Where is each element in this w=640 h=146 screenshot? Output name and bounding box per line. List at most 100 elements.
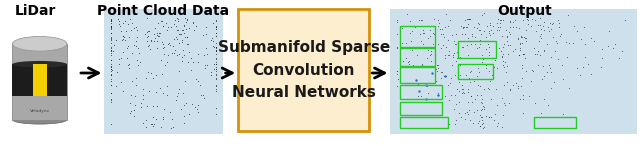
Point (106, 54, 116, 56)
Point (396, 26, 406, 29)
Point (392, 85, 402, 87)
Point (524, 94, 534, 97)
Point (211, 26, 221, 28)
Point (211, 49, 221, 52)
Point (175, 33, 185, 35)
Point (484, 80, 495, 82)
Point (162, 85, 172, 87)
Point (193, 104, 204, 107)
Point (142, 36, 152, 38)
Point (209, 63, 219, 65)
Point (158, 118, 168, 120)
Point (456, 25, 467, 27)
Point (486, 98, 496, 100)
Point (502, 36, 513, 39)
Point (407, 49, 417, 52)
Point (433, 92, 443, 94)
Point (473, 122, 483, 124)
Point (509, 19, 520, 21)
Point (437, 93, 447, 96)
Point (157, 42, 168, 45)
Point (477, 61, 488, 63)
Point (211, 31, 221, 34)
Point (413, 83, 424, 86)
Point (536, 112, 546, 115)
Point (111, 71, 122, 73)
Point (133, 47, 143, 49)
Point (453, 101, 463, 104)
Point (493, 28, 504, 31)
Point (502, 81, 512, 84)
Point (543, 29, 554, 32)
Point (501, 71, 511, 73)
Point (477, 102, 487, 104)
Point (530, 101, 540, 104)
Point (543, 104, 553, 107)
Point (146, 123, 156, 125)
Point (114, 57, 124, 60)
Point (527, 69, 537, 71)
Point (498, 52, 508, 55)
Point (157, 19, 168, 22)
Point (472, 26, 482, 29)
Point (474, 23, 484, 25)
Point (193, 111, 203, 113)
Point (487, 74, 497, 77)
Point (563, 14, 573, 16)
Point (158, 47, 168, 49)
Point (411, 79, 421, 81)
Point (417, 65, 428, 67)
Point (125, 93, 136, 96)
Point (150, 37, 161, 39)
Point (458, 92, 468, 94)
Point (130, 104, 140, 106)
Point (431, 80, 442, 82)
Bar (458, 64, 493, 79)
Point (123, 64, 133, 66)
Point (513, 27, 524, 29)
Point (476, 85, 486, 87)
Point (418, 43, 428, 46)
Point (508, 50, 518, 53)
Point (450, 74, 460, 77)
Point (500, 29, 511, 32)
Point (446, 77, 456, 79)
Point (534, 40, 545, 43)
Point (159, 45, 170, 48)
Point (463, 91, 474, 94)
Point (475, 39, 485, 42)
Point (164, 44, 175, 47)
Point (492, 67, 502, 69)
Point (472, 75, 482, 77)
Point (207, 21, 218, 24)
Point (483, 42, 493, 45)
Point (171, 99, 181, 101)
Bar (534, 117, 576, 128)
Point (166, 12, 176, 14)
Point (106, 35, 116, 38)
Point (170, 49, 180, 51)
Point (481, 63, 491, 66)
Point (118, 35, 128, 37)
Point (444, 50, 454, 52)
Point (463, 88, 474, 91)
Point (141, 119, 151, 121)
Point (106, 74, 116, 77)
Point (458, 33, 468, 35)
Point (141, 126, 151, 128)
Point (470, 98, 480, 100)
Point (179, 122, 189, 124)
Point (451, 43, 461, 45)
Point (205, 38, 216, 41)
Point (425, 54, 435, 56)
Point (470, 36, 480, 38)
Point (211, 66, 221, 68)
Point (458, 25, 468, 28)
Point (451, 119, 461, 121)
Point (479, 88, 490, 90)
Point (106, 19, 116, 21)
Point (115, 20, 125, 22)
Point (477, 98, 487, 101)
Point (143, 35, 153, 37)
Point (489, 40, 499, 42)
